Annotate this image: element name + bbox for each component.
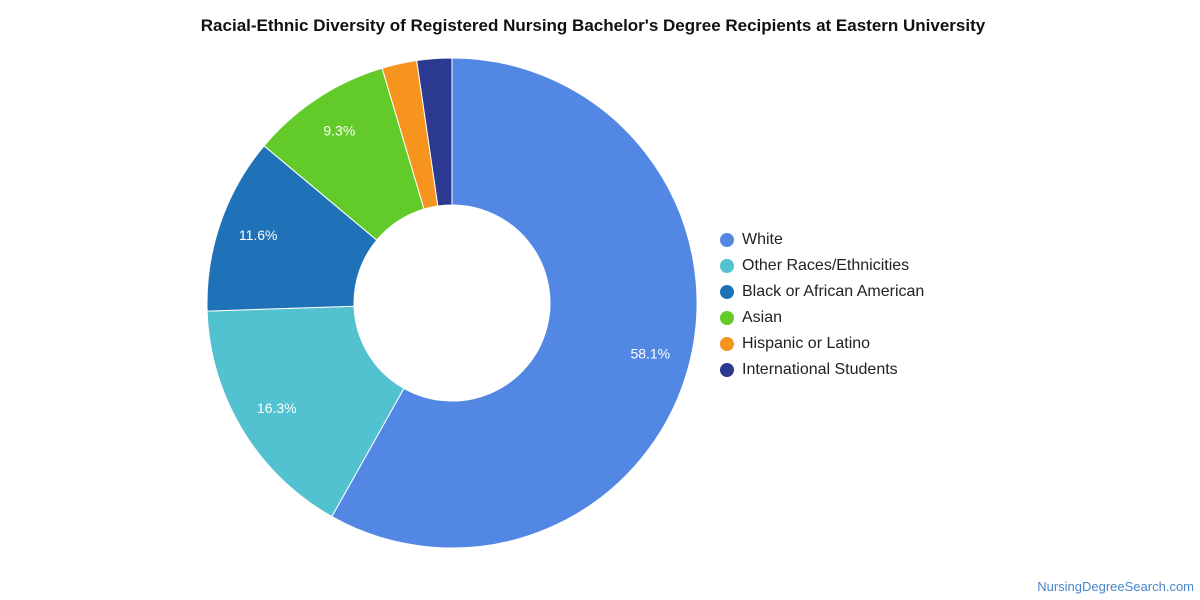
chart-legend: White Other Races/Ethnicities Black or Afr… [720, 227, 924, 383]
legend-swatch [720, 285, 734, 299]
slice-other-races-ethnicities[interactable] [206, 305, 405, 518]
legend-swatch [720, 311, 734, 325]
chart-title: Racial-Ethnic Diversity of Registered Nu… [200, 16, 986, 35]
slice-international-students[interactable] [416, 57, 453, 207]
slice-label: 16.3% [257, 400, 297, 416]
legend-item[interactable]: Other Races/Ethnicities [720, 253, 924, 279]
legend-label: Other Races/Ethnicities [742, 257, 910, 274]
legend-item[interactable]: International Students [720, 357, 924, 383]
legend-swatch [720, 363, 734, 377]
legend-label: Hispanic or Latino [742, 335, 871, 352]
legend-item[interactable]: Asian [720, 305, 924, 331]
legend-swatch [720, 337, 734, 351]
legend-item[interactable]: White [720, 227, 924, 253]
legend-swatch [720, 259, 734, 273]
slice-label: 11.6% [239, 227, 278, 243]
legend-swatch [720, 233, 734, 247]
slice-label: 58.1% [630, 346, 670, 362]
source-credit[interactable]: NursingDegreeSearch.com [1037, 579, 1194, 594]
legend-label: Black or African American [742, 283, 925, 300]
slice-white[interactable] [331, 57, 698, 549]
legend-item[interactable]: Hispanic or Latino [720, 331, 924, 357]
legend-item[interactable]: Black or African American [720, 279, 924, 305]
slice-label: 9.3% [323, 122, 355, 138]
legend-label: International Students [742, 361, 898, 378]
slice-black-or-african-american[interactable] [206, 145, 378, 312]
legend-label: Asian [742, 309, 783, 326]
legend-label: White [742, 231, 783, 248]
